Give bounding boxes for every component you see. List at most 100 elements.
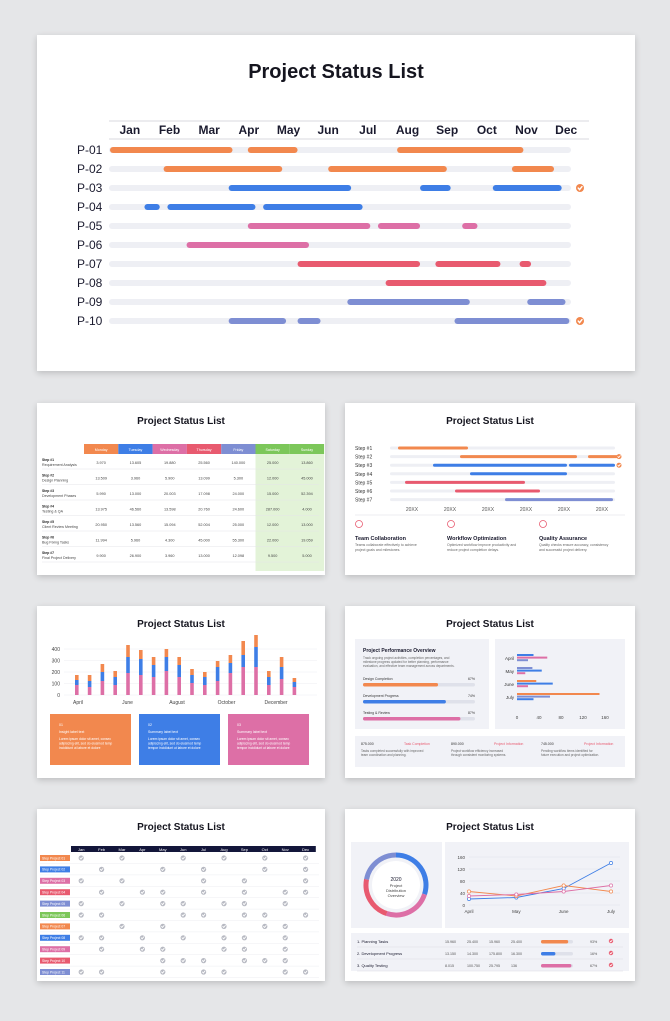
step-label: Step #5 — [42, 520, 54, 524]
step-bar — [398, 446, 468, 450]
feature-desc: Optimized workflow improve productivity … — [447, 543, 516, 547]
donut-segment — [364, 852, 397, 880]
row-label-bg — [40, 877, 70, 884]
bar-segment — [100, 672, 105, 681]
cell-value: 55.300 — [233, 539, 245, 543]
day-header — [118, 444, 153, 454]
y-tick: 100 — [52, 682, 61, 688]
step-label: Step #2 — [42, 474, 54, 478]
axis-tick: 20XX — [596, 507, 609, 513]
bar-segment — [126, 645, 130, 657]
table-value: 100.750 — [467, 964, 480, 968]
check-mark — [242, 959, 247, 963]
card-title: Summary label text — [148, 730, 178, 734]
hbar — [517, 680, 537, 682]
row-label-bg — [40, 912, 70, 918]
y-tick: 0 — [462, 903, 465, 908]
check-mark — [242, 913, 247, 917]
slide-steps-timeline[interactable]: Project Status List Step #1 Step #2 Step #… — [345, 403, 635, 575]
bar-segment — [113, 677, 117, 685]
bar-segment — [164, 657, 169, 671]
check-mark — [263, 959, 267, 963]
card-title: Insight label text — [59, 730, 84, 734]
bar-fill — [363, 683, 439, 687]
line-panel — [445, 842, 629, 928]
bar-segment — [228, 655, 233, 663]
check-mark — [242, 902, 247, 906]
step-name: Requirement Analysis — [42, 463, 77, 467]
month-label: Jan — [119, 123, 140, 137]
step-name: Development Phases — [42, 494, 76, 498]
series-point — [609, 883, 613, 888]
table-value: 8.015 — [445, 964, 454, 968]
slide-weekly-table[interactable]: Project Status List Monday Tuesday Wednesd… — [37, 403, 325, 575]
cell-value: 12.000 — [267, 523, 279, 527]
feature-desc: Quality checks ensure accuracy, consiste… — [539, 543, 609, 547]
cell-value: 13.000 — [130, 492, 142, 496]
check-mark — [201, 879, 206, 883]
slide-stacked-bars[interactable]: Project Status List 400 300 200 100 0 April Ju… — [37, 606, 325, 778]
check-mark — [303, 970, 308, 974]
cell-value: 26.900 — [130, 554, 142, 558]
gantt-bar — [247, 147, 298, 153]
row-label: Step Project 01 — [42, 856, 65, 860]
bar-segment — [292, 682, 297, 687]
stat-desc: Pending workflow items identified for — [541, 749, 594, 753]
cell-value: 11.994 — [95, 539, 106, 543]
step-name: Testing & QA — [42, 510, 64, 514]
row-label: Step Project 08 — [42, 936, 65, 940]
bar-segment — [87, 675, 92, 681]
gantt-bar — [110, 147, 233, 153]
chart-icon — [539, 520, 547, 528]
gantt-bar — [397, 147, 524, 153]
month-label: Jul — [201, 847, 206, 852]
y-tick: 160 — [457, 855, 465, 860]
hbar-tick: 40 — [536, 715, 542, 720]
check-mark — [140, 890, 145, 894]
bar-value: 67% — [468, 677, 475, 681]
bar-segment — [203, 672, 207, 677]
check-mark — [201, 868, 206, 872]
table-label: 3. Quality Testing — [357, 963, 388, 968]
month-label: Nov — [282, 847, 289, 852]
check-mark — [242, 879, 247, 883]
check-mark — [181, 902, 185, 906]
series-line — [468, 885, 612, 897]
cell-value: 9.500 — [268, 554, 278, 558]
cell-value: 52.004 — [198, 523, 210, 527]
check-mark — [120, 856, 124, 860]
month-label: Mar — [198, 123, 220, 137]
table-value: 14.300 — [467, 952, 478, 956]
gantt-bar — [297, 318, 321, 324]
slide-performance[interactable]: Project Status List Project Performance … — [345, 606, 635, 778]
check-mark — [161, 868, 165, 872]
cell-value: 13.509 — [95, 477, 107, 481]
check-mark — [283, 890, 287, 894]
x-label: June — [559, 909, 569, 914]
stat-desc: through consistent monitoring systems. — [451, 753, 506, 757]
card-desc: adipiscing elit, sed do eiusmod temp — [237, 742, 290, 746]
row-label-bg — [40, 889, 70, 896]
donut-center — [372, 861, 420, 909]
gantt-bar — [167, 204, 256, 210]
bar-segment — [100, 664, 105, 672]
row-label: Step Project 11 — [42, 970, 65, 974]
slide-main-gantt[interactable]: Project Status List Jan Feb Mar Apr May Jun Ju… — [37, 35, 635, 371]
y-tick: 0 — [57, 693, 60, 699]
donut-year: 2020 — [390, 877, 401, 883]
row-label: Step Project 07 — [42, 925, 65, 929]
check-mark — [609, 951, 613, 955]
bar-segment — [254, 635, 258, 647]
check-mark — [303, 890, 308, 894]
slide-checklist[interactable]: Project Status List Jan Feb Mar Apr May Jun Ju… — [37, 809, 325, 981]
check-mark — [303, 913, 308, 917]
cell-value: 13.000 — [301, 523, 313, 527]
card-desc: tempor incididunt ut labore et dolore — [237, 746, 290, 750]
day-label: Saturday — [265, 448, 280, 452]
month-label: Apr — [139, 847, 146, 852]
check-mark — [99, 936, 104, 940]
row-label-bg — [40, 855, 70, 861]
hbar-label: April — [505, 656, 514, 661]
slide-distribution[interactable]: Project Status List 2020 Project Distribut… — [345, 809, 635, 981]
x-label: April — [73, 700, 83, 706]
